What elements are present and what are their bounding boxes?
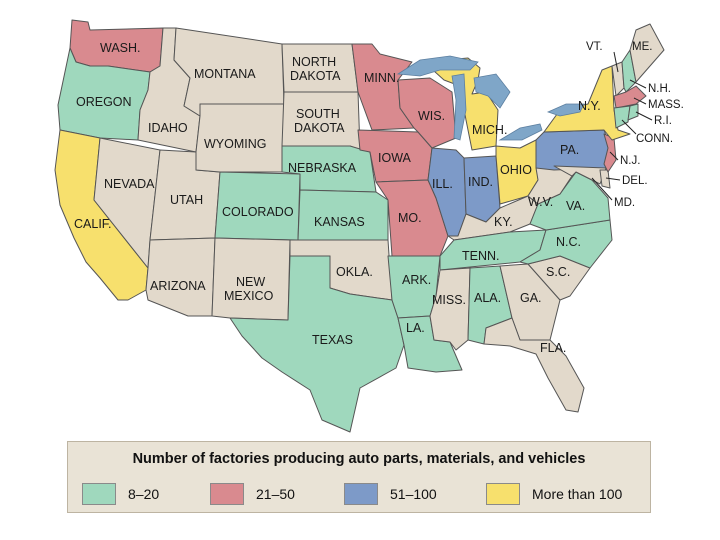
label-fla: FLA. — [540, 341, 566, 355]
legend-label-21-50: 21–50 — [256, 486, 295, 502]
lake-superior — [396, 55, 479, 77]
leader-lines — [591, 51, 653, 201]
label-ohio: OHIO — [500, 163, 532, 177]
label-oregon: OREGON — [76, 95, 132, 109]
legend-item-8-20: 8–20 — [82, 482, 159, 506]
legend-item-21-50: 21–50 — [210, 482, 295, 506]
legend-swatch-51-100 — [344, 483, 378, 505]
label-arizona: ARIZONA — [150, 279, 206, 293]
legend-swatch-8-20 — [82, 483, 116, 505]
lake-ontario — [546, 103, 585, 117]
leader-conn — [621, 119, 637, 135]
label-tenn: TENN. — [462, 249, 500, 263]
state-ri — [627, 103, 639, 121]
label-ark: ARK. — [402, 273, 431, 287]
label-mo: MO. — [398, 211, 422, 225]
label-sc: S.C. — [546, 265, 570, 279]
great-lakes — [396, 55, 585, 141]
label-ny: N.Y. — [578, 99, 601, 113]
state-del — [599, 169, 611, 189]
label-mass: MASS. — [648, 99, 684, 111]
legend-title: Number of factories producing auto parts… — [132, 451, 586, 467]
label-wv: W.V. — [528, 195, 553, 209]
label-ri: R.I. — [654, 115, 672, 127]
label-ky: KY. — [494, 215, 513, 229]
label-wash: WASH. — [100, 41, 141, 55]
label-conn: CONN. — [636, 133, 673, 145]
label-iowa: IOWA — [378, 151, 412, 165]
label-ala: ALA. — [474, 291, 501, 305]
label-mich: MICH. — [472, 123, 507, 137]
label-south-dakota-2: DAKOTA — [294, 121, 345, 135]
label-nc: N.C. — [556, 235, 581, 249]
lake-michigan — [451, 73, 467, 141]
label-me: ME. — [632, 41, 652, 53]
lake-erie — [498, 123, 543, 141]
label-ill: ILL. — [432, 177, 453, 191]
label-north-dakota-1: NORTH — [292, 55, 336, 69]
leader-del — [605, 177, 621, 181]
label-north-dakota-2: DAKOTA — [290, 69, 341, 83]
legend-label-8-20: 8–20 — [128, 486, 160, 502]
label-la: LA. — [406, 321, 425, 335]
label-minn: MINN. — [364, 71, 399, 85]
state-texas — [229, 255, 405, 433]
label-wyoming: WYOMING — [204, 137, 267, 151]
legend-label-51-100: 51–100 — [390, 486, 437, 502]
leader-nj — [609, 151, 619, 161]
state-labels: WASH. OREGON CALIF. IDAHO NEVADA UTAH AR… — [74, 41, 684, 355]
legend-swatch-more-than-100 — [486, 483, 520, 505]
legend-item-more-than-100: More than 100 — [486, 482, 622, 506]
label-okla: OKLA. — [336, 265, 373, 279]
legend-label-more-than-100: More than 100 — [532, 486, 623, 502]
leader-mass — [633, 97, 647, 105]
label-idaho: IDAHO — [148, 121, 188, 135]
label-ind: IND. — [468, 175, 493, 189]
label-calif: CALIF. — [74, 217, 112, 231]
leader-ri — [635, 111, 653, 121]
state-conn — [613, 105, 631, 129]
label-nebraska: NEBRASKA — [288, 161, 357, 175]
state-fla — [483, 317, 585, 413]
label-new-mexico-2: MEXICO — [224, 289, 274, 303]
label-va: VA. — [566, 199, 585, 213]
label-south-dakota-1: SOUTH — [296, 107, 340, 121]
label-nevada: NEVADA — [104, 177, 155, 191]
label-nh: N.H. — [648, 83, 671, 95]
us-map: WASH. OREGON CALIF. IDAHO NEVADA UTAH AR… — [54, 19, 684, 433]
legend: Number of factories producing auto parts… — [67, 441, 651, 513]
label-vt: VT. — [586, 41, 603, 53]
label-new-mexico-1: NEW — [236, 275, 265, 289]
label-md: MD. — [614, 197, 635, 209]
label-nj: N.J. — [620, 155, 640, 167]
label-pa: PA. — [560, 143, 579, 157]
legend-row: 8–20 21–50 51–100 More than 100 — [82, 482, 640, 506]
label-del: DEL. — [622, 175, 648, 187]
leader-nh — [629, 79, 647, 89]
label-utah: UTAH — [170, 193, 203, 207]
legend-item-51-100: 51–100 — [344, 482, 437, 506]
label-colorado: COLORADO — [222, 205, 294, 219]
leader-vt — [613, 51, 619, 73]
label-ga: GA. — [520, 291, 542, 305]
label-kansas: KANSAS — [314, 215, 365, 229]
state-nc — [519, 219, 613, 269]
label-wis: WIS. — [418, 109, 445, 123]
label-montana: MONTANA — [194, 67, 256, 81]
state-kansas — [297, 189, 389, 241]
label-texas: TEXAS — [312, 333, 353, 347]
legend-swatch-21-50 — [210, 483, 244, 505]
lake-huron — [473, 73, 511, 109]
label-miss: MISS. — [432, 293, 466, 307]
leader-md — [591, 177, 613, 201]
state-me — [629, 23, 665, 83]
state-ind — [463, 155, 501, 223]
